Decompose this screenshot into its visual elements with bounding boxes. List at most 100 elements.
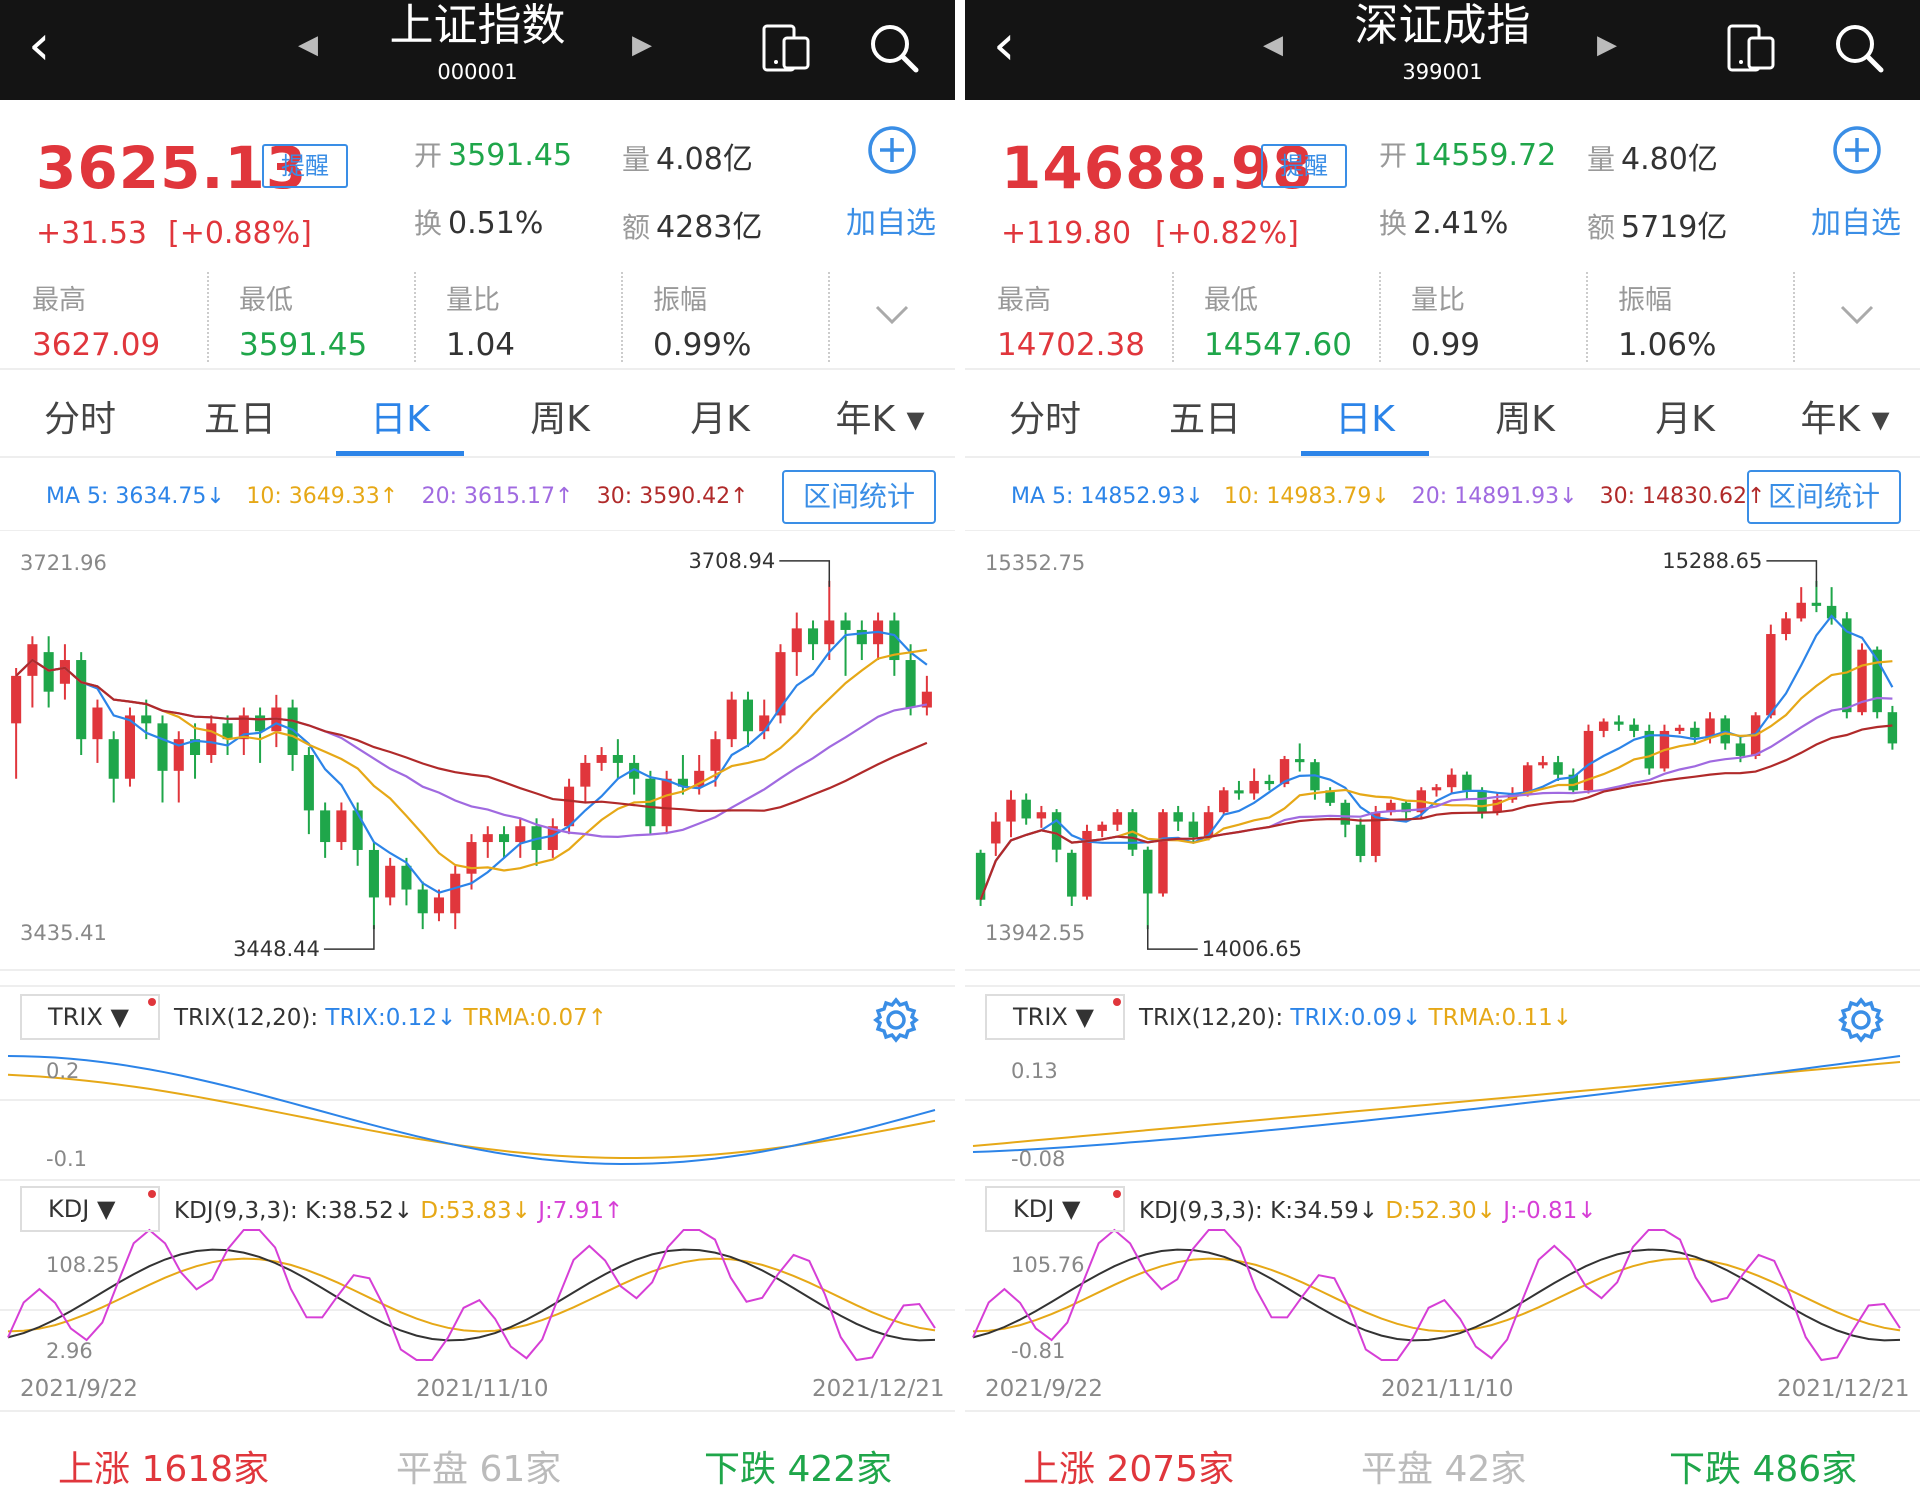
kdj-k-line — [972, 1248, 1901, 1342]
candle-body — [59, 660, 70, 684]
range-stats-button[interactable]: 区间统计 — [782, 470, 936, 524]
ma-legend-2: 20: 3615.17↑ — [421, 484, 574, 509]
add-watchlist-icon[interactable] — [1831, 124, 1883, 176]
kdj-legend: KDJ(9,3,3): K:34.59↓ D:52.30↓ J:-0.81↓ — [1139, 1198, 1597, 1224]
candle-body — [401, 865, 412, 890]
candle-body — [1143, 849, 1153, 894]
high-marker-label: 3708.94 — [688, 549, 775, 573]
candle-body — [238, 715, 249, 740]
search-icon[interactable] — [1831, 20, 1887, 76]
settings-gear-icon[interactable] — [1837, 996, 1885, 1044]
add-watchlist-button[interactable]: 加自选 — [846, 206, 936, 241]
kdj-selector[interactable]: KDJ ▼ — [20, 1186, 160, 1232]
unchanged-value: 61家 — [479, 1449, 562, 1490]
kdj-selector-label: KDJ — [1013, 1195, 1055, 1223]
candle-body — [1690, 727, 1700, 738]
stat-label: 最低 — [239, 285, 293, 316]
remind-button[interactable]: 提醒 — [262, 144, 348, 188]
tab-4[interactable]: 月K — [1655, 399, 1715, 440]
kdj-y-top: 105.76 — [1011, 1253, 1084, 1277]
rotate-screen-icon[interactable] — [1725, 20, 1777, 76]
candle-body — [417, 889, 428, 914]
stat-0: 最高 14702.38 — [997, 278, 1197, 363]
kdj-y-bottom: 2.96 — [46, 1339, 93, 1363]
ma10-line — [15, 648, 928, 872]
kline-y-max: 3721.96 — [20, 551, 107, 575]
candle-body — [1553, 762, 1563, 775]
candle-body — [759, 715, 770, 732]
tab-0[interactable]: 分时 — [43, 399, 116, 440]
prev-index-arrow-icon[interactable]: ◀ — [1263, 30, 1283, 60]
trix-selector[interactable]: TRIX ▼ — [20, 994, 160, 1040]
candle-body — [889, 620, 900, 661]
tab-3[interactable]: 周K — [1495, 399, 1555, 440]
kdj-legend: KDJ(9,3,3): K:38.52↓ D:53.83↓ J:7.91↑ — [174, 1198, 623, 1224]
tab-1[interactable]: 五日 — [1168, 399, 1241, 440]
caret-down-icon: ▼ — [1075, 1003, 1094, 1031]
stat-2: 量比 0.99 — [1411, 278, 1611, 363]
caret-down-icon: ▼ — [1061, 1195, 1081, 1223]
candle-body — [515, 826, 526, 843]
tab-5[interactable]: 年K ▾ — [835, 399, 925, 440]
chevron-down-icon[interactable] — [1839, 304, 1875, 326]
index-panel-shanghai: ‹ ◀ 上证指数 000001 ▶ 3625.13 提醒 +31.53 [+0.… — [0, 0, 955, 1501]
remind-button[interactable]: 提醒 — [1261, 144, 1347, 188]
kline-chart[interactable]: 3721.96 3435.41 3708.94 3448.44 0.2 -0.1 108.2… — [0, 530, 955, 1390]
index-code: 399001 — [1402, 60, 1483, 84]
candle-body — [1340, 802, 1351, 825]
next-index-arrow-icon[interactable]: ▶ — [632, 30, 652, 60]
tab-2[interactable]: 日K — [1335, 399, 1395, 440]
candle-body — [807, 628, 819, 645]
d-value: D:52.30↓ — [1385, 1198, 1496, 1224]
candle-body — [1492, 799, 1502, 813]
top-bar: ‹ ◀ 深证成指 399001 ▶ — [965, 0, 1920, 100]
kdj-selector[interactable]: KDJ ▼ — [985, 1186, 1125, 1232]
k-value: K:34.59↓ — [1270, 1198, 1379, 1224]
settings-gear-icon[interactable] — [872, 996, 920, 1044]
kdj-j-line — [972, 1228, 1901, 1362]
kline-chart[interactable]: 15352.75 13942.55 15288.65 14006.65 0.13 -0.0… — [965, 530, 1920, 1390]
ma-legend-2: 20: 14891.93↓ — [1411, 484, 1578, 509]
candle-body — [547, 826, 558, 850]
divider — [0, 1410, 955, 1412]
add-watchlist-icon[interactable] — [866, 124, 918, 176]
ma20-line — [15, 658, 928, 839]
search-icon[interactable] — [866, 20, 922, 76]
trix-selector[interactable]: TRIX ▼ — [985, 994, 1125, 1040]
tab-1[interactable]: 五日 — [203, 399, 276, 440]
candle-body — [368, 849, 379, 898]
tab-4[interactable]: 月K — [690, 399, 750, 440]
open-label: 开 — [1379, 139, 1408, 172]
range-stats-button[interactable]: 区间统计 — [1747, 470, 1901, 524]
candle-body — [1067, 852, 1077, 897]
stat-separator — [621, 272, 623, 362]
stat-label: 量比 — [1411, 285, 1465, 316]
prev-index-arrow-icon[interactable]: ◀ — [298, 30, 318, 60]
high-marker-line — [1766, 560, 1818, 587]
tab-5[interactable]: 年K ▾ — [1800, 399, 1890, 440]
rotate-screen-icon[interactable] — [760, 20, 812, 76]
stat-separator — [207, 272, 209, 362]
stat-separator — [1586, 272, 1588, 362]
open-stat: 开 3591.45 — [414, 134, 572, 174]
red-dot-icon — [1113, 1190, 1121, 1198]
back-arrow-icon[interactable]: ‹ — [993, 13, 1016, 78]
candle-body — [677, 778, 688, 787]
tab-0[interactable]: 分时 — [1008, 399, 1081, 440]
candle-body — [1097, 824, 1107, 831]
back-arrow-icon[interactable]: ‹ — [28, 13, 51, 78]
chevron-down-icon[interactable] — [874, 304, 910, 326]
price-change: +119.80 — [1001, 216, 1132, 251]
candle-body — [694, 770, 705, 787]
candle-body — [320, 810, 331, 843]
divider — [0, 368, 955, 370]
tab-3[interactable]: 周K — [530, 399, 590, 440]
next-index-arrow-icon[interactable]: ▶ — [1597, 30, 1617, 60]
stat-label: 最高 — [997, 285, 1051, 316]
stat-label: 最低 — [1204, 285, 1258, 316]
candle-body — [742, 699, 754, 732]
candle-body — [92, 707, 103, 740]
tab-2[interactable]: 日K — [370, 399, 430, 440]
candle-body — [1051, 812, 1062, 850]
add-watchlist-button[interactable]: 加自选 — [1811, 206, 1901, 241]
